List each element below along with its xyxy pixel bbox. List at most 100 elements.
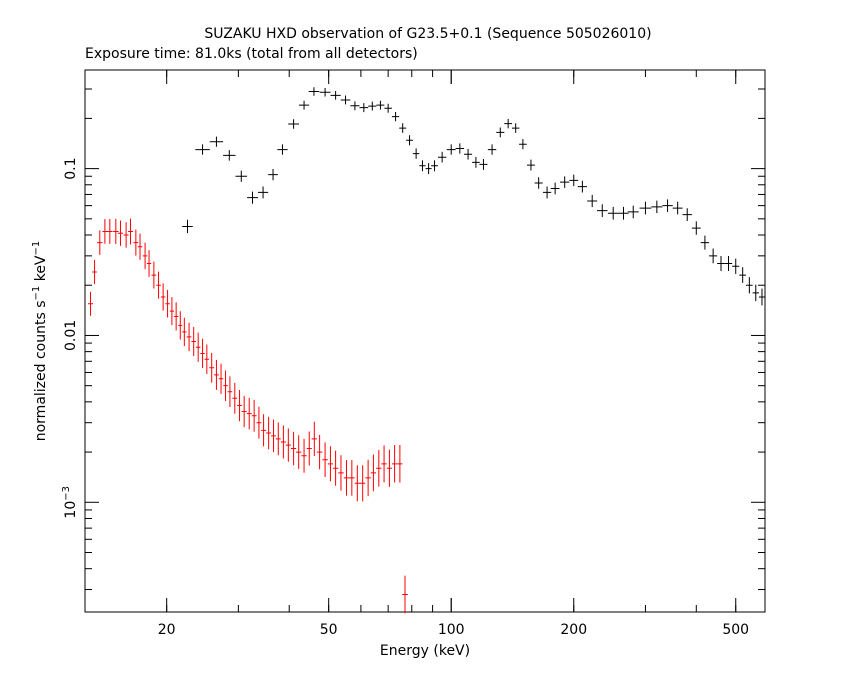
data-point (186, 322, 192, 352)
data-point (464, 148, 473, 160)
data-point (332, 450, 339, 486)
y-axis-label: normalized counts s−1 keV−1 (31, 241, 49, 442)
data-point (327, 446, 334, 482)
data-point (280, 425, 286, 459)
data-point (386, 449, 393, 487)
data-point (577, 180, 587, 193)
y-axis-label-exp1: −1 (31, 286, 42, 301)
data-point (200, 338, 205, 369)
data-point (319, 87, 331, 97)
data-point (376, 449, 382, 487)
data-point (732, 258, 740, 274)
data-point (232, 382, 238, 414)
data-point (365, 459, 371, 497)
data-point (412, 148, 420, 159)
data-point (651, 200, 663, 214)
data-point (223, 370, 228, 401)
data-point (92, 259, 97, 285)
data-point (146, 250, 152, 277)
data-point (662, 199, 673, 212)
data-point (359, 103, 369, 113)
data-point (550, 182, 560, 195)
y-tick-label: 0.1 (63, 157, 79, 179)
data-point (117, 220, 124, 246)
data-point (746, 277, 753, 294)
data-point (268, 169, 278, 181)
data-point (391, 445, 398, 483)
data-point (406, 135, 413, 146)
data-point (419, 160, 426, 172)
x-tick-label: 100 (438, 622, 465, 638)
data-point (682, 208, 692, 222)
data-point (191, 327, 196, 356)
data-point (298, 100, 310, 110)
y-axis-label-mid: keV (33, 255, 49, 286)
data-point (257, 186, 269, 199)
chart-title: SUZAKU HXD observation of G23.5+0.1 (Seq… (204, 26, 651, 42)
data-point (627, 205, 639, 219)
data-point (247, 191, 258, 204)
data-point (241, 395, 247, 428)
data-point (354, 465, 361, 502)
data-point (237, 390, 242, 422)
data-point (169, 297, 175, 325)
data-point (102, 219, 108, 244)
data-point (402, 575, 408, 614)
data-point (607, 206, 619, 220)
data-point (455, 143, 465, 154)
data-point (399, 123, 407, 133)
data-point (142, 242, 148, 270)
data-point (308, 87, 320, 96)
data-point (209, 136, 224, 147)
x-tick-label: 50 (320, 622, 338, 638)
data-point (350, 101, 360, 111)
data-point (288, 119, 299, 129)
data-point (97, 230, 103, 255)
data-point (88, 291, 94, 316)
data-point (160, 283, 166, 311)
x-tick-label: 20 (158, 622, 176, 638)
data-point (758, 288, 766, 306)
data-point (223, 150, 236, 161)
data-point (618, 206, 629, 220)
data-point (349, 460, 355, 496)
data-point (709, 248, 718, 264)
data-point (214, 359, 219, 390)
data-point (717, 255, 725, 272)
data-point (271, 419, 276, 453)
data-point (301, 438, 307, 473)
data-point (296, 435, 302, 469)
data-point (123, 222, 129, 248)
data-point (113, 218, 119, 245)
data-point (182, 317, 187, 347)
series-1 (88, 218, 408, 614)
data-point (165, 289, 170, 318)
data-point (218, 363, 224, 394)
data-point (487, 144, 497, 155)
data-point (425, 163, 432, 175)
data-point (391, 111, 400, 122)
data-point (178, 311, 183, 340)
data-point (370, 454, 377, 492)
data-point (639, 201, 652, 215)
plot-frame (84, 69, 766, 613)
data-point (431, 160, 438, 172)
data-point (275, 422, 281, 456)
data-point (174, 302, 179, 331)
data-point (496, 127, 505, 138)
data-point (107, 219, 113, 244)
data-point (472, 156, 480, 168)
data-point (316, 434, 323, 470)
x-tick-label: 200 (560, 622, 587, 638)
data-point (195, 144, 210, 155)
data-point (724, 255, 733, 272)
data-point (285, 428, 291, 462)
x-tick-label: 500 (722, 622, 749, 638)
data-series (88, 87, 766, 614)
data-point (672, 201, 683, 215)
data-point (343, 460, 350, 496)
data-point (534, 177, 543, 189)
data-point (195, 332, 201, 362)
data-point (156, 271, 161, 299)
y-axis: 0.1 0.01 10−3 (61, 88, 765, 591)
